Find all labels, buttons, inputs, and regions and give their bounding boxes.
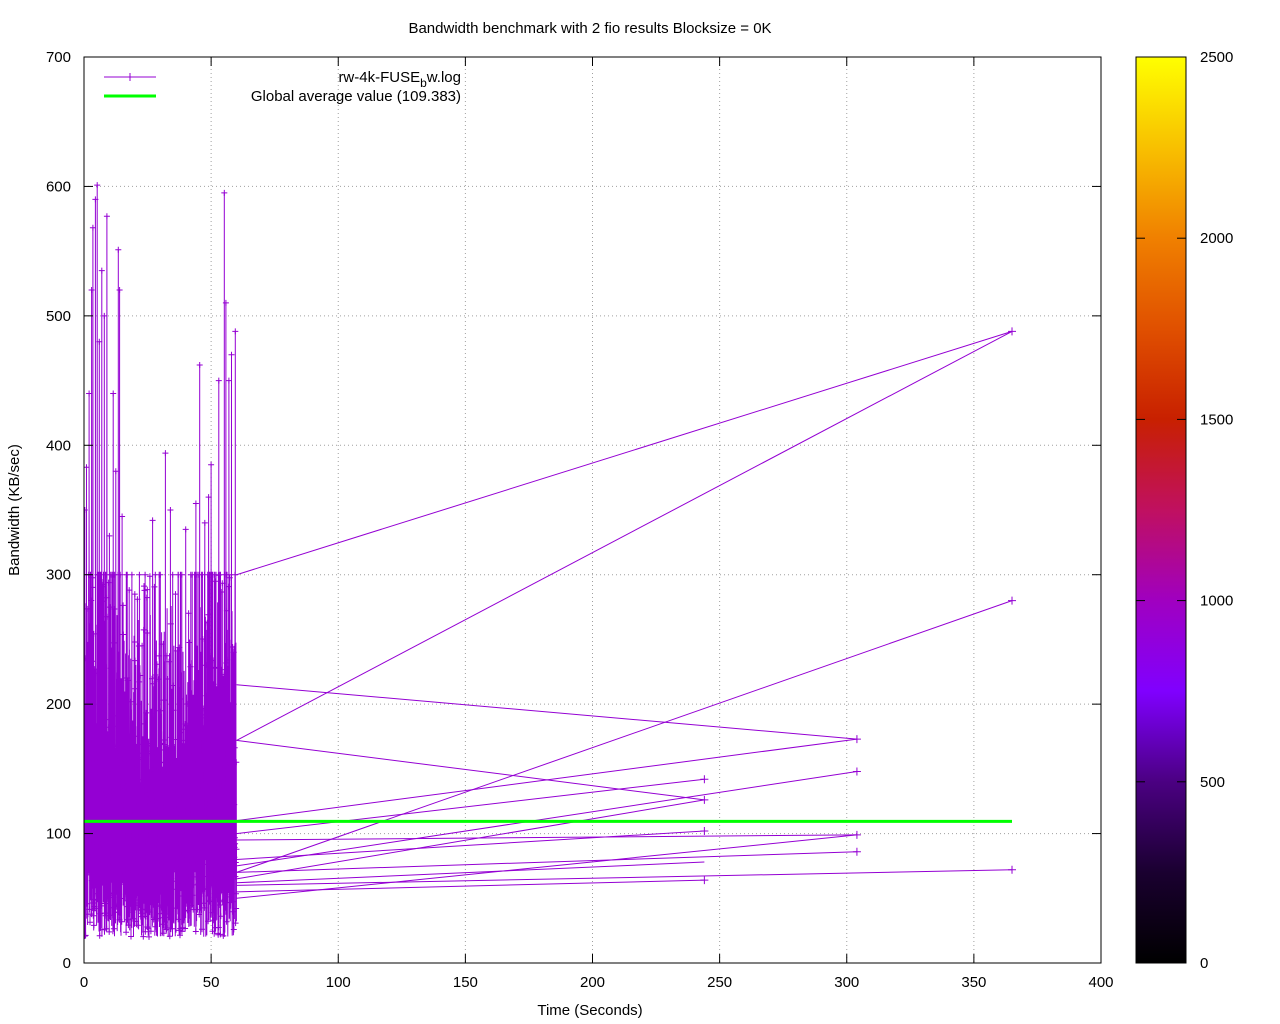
- series-main-tail-point: [1008, 596, 1017, 605]
- series-main-tail-segment: [236, 830, 705, 860]
- series-main-tail-point: [700, 826, 709, 835]
- colorbar-tick-label: 1500: [1200, 411, 1233, 428]
- series-main-tail-segment: [236, 869, 1013, 886]
- colorbar-gradient: [1135, 56, 1187, 964]
- legend-main-suffix: w.log: [426, 69, 461, 86]
- colorbar-tick-label: 500: [1200, 774, 1225, 791]
- y-tick-label: 200: [46, 696, 71, 713]
- legend: rw-4k-FUSEbw.log Global average value (1…: [104, 69, 461, 105]
- x-tick-label: 400: [1088, 974, 1113, 991]
- series-main-tail-segment: [236, 851, 857, 873]
- colorbar-tick-label: 2000: [1200, 230, 1233, 247]
- x-tick-label: 350: [961, 974, 986, 991]
- series-main-tail-point: [700, 876, 709, 885]
- chart-title: Bandwidth benchmark with 2 fio results B…: [408, 20, 771, 37]
- series-main-tail-point: [852, 735, 861, 744]
- series-main-tail-segment: [236, 879, 705, 893]
- legend-main-text: rw-4k-FUSE: [338, 69, 420, 86]
- legend-average-label: Global average value (109.383): [251, 88, 461, 105]
- series-main-tail-point: [852, 830, 861, 839]
- grid-lines: [84, 57, 1101, 963]
- x-tick-label: 0: [80, 974, 88, 991]
- axis-ticks: 0 50 100 150 200 250 300 350 400 0 100 200 300 400 500…: [46, 49, 1114, 991]
- y-tick-label: 600: [46, 178, 71, 195]
- series-main-tail-point: [852, 767, 861, 776]
- series-main-markers: [84, 182, 240, 940]
- colorbar-ticks: 0 500 1000 1500 2000 2500: [1136, 49, 1233, 972]
- y-tick-label: 300: [46, 567, 71, 584]
- y-tick-label: 400: [46, 437, 71, 454]
- series-main-tail-segment: [236, 684, 857, 740]
- series-main-tail-point: [852, 847, 861, 856]
- x-axis-label: Time (Seconds): [537, 1002, 642, 1019]
- colorbar-tick-label: 2500: [1200, 49, 1233, 66]
- y-tick-label: 500: [46, 308, 71, 325]
- x-tick-label: 150: [453, 974, 478, 991]
- series-main-tail-segment: [236, 778, 705, 835]
- series-main-tail-point: [1008, 327, 1017, 336]
- x-tick-label: 300: [834, 974, 859, 991]
- legend-main-label: rw-4k-FUSEbw.log: [338, 69, 461, 90]
- series-main-tail-segment: [236, 738, 857, 822]
- y-tick-label: 0: [63, 955, 71, 972]
- legend-main-subscript: b: [420, 76, 427, 90]
- y-axis-label: Bandwidth (KB/sec): [6, 444, 23, 576]
- series-main-tail-segment: [236, 861, 705, 884]
- series-main-tail-segment: [236, 834, 857, 899]
- series-main-tail-segment: [236, 834, 857, 841]
- series-main-tail-segment: [236, 770, 857, 867]
- series-main-tail-segment: [236, 600, 1013, 873]
- series-main-tail-segment: [236, 330, 1013, 741]
- x-tick-label: 200: [580, 974, 605, 991]
- series-main-tail-segment: [236, 799, 705, 880]
- legend-main-plus-marker: [126, 73, 134, 81]
- series-main-tail-point: [700, 775, 709, 784]
- x-tick-label: 100: [326, 974, 351, 991]
- x-tick-label: 250: [707, 974, 732, 991]
- colorbar-tick-label: 0: [1200, 955, 1208, 972]
- series-main-tail-point: [1008, 865, 1017, 874]
- colorbar: 0 500 1000 1500 2000 2500: [1135, 49, 1233, 972]
- y-tick-label: 100: [46, 826, 71, 843]
- x-tick-label: 50: [203, 974, 220, 991]
- series-main-tail-segment: [236, 739, 705, 801]
- series-main-tail-point: [700, 795, 709, 804]
- series-rw-4k-fuse: [84, 182, 1017, 940]
- colorbar-tick-label: 1000: [1200, 593, 1233, 610]
- series-main-tail-segment: [236, 330, 1013, 576]
- y-tick-label: 700: [46, 49, 71, 66]
